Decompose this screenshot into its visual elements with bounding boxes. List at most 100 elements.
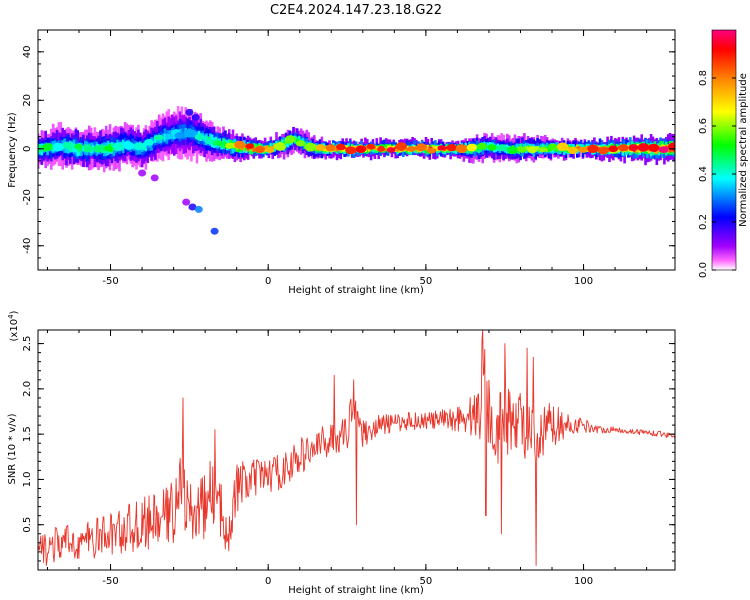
- y-tick-label: 1.5: [22, 426, 33, 442]
- spectrogram-blob: [547, 143, 558, 151]
- spectrogram-blob: [567, 147, 578, 154]
- colorbar-gradient: [711, 29, 737, 271]
- snr-ylabel: SNR (10 * v/v): [7, 413, 18, 484]
- spectrogram-blob: [416, 143, 427, 152]
- spectrogram-cell: [271, 146, 274, 150]
- spectrogram-cell: [576, 146, 579, 150]
- spectrogram-cell: [375, 148, 379, 151]
- spectrogram-cell: [525, 146, 528, 151]
- spectrogram-blob: [466, 143, 478, 152]
- y-tick-label: 20: [22, 94, 33, 107]
- spectrogram-blob: [597, 147, 609, 155]
- spectrogram-cell: [252, 148, 256, 152]
- spectrogram-cell: [212, 140, 216, 146]
- spectrogram-cell: [82, 145, 85, 152]
- spectrogram-cell: [144, 142, 148, 151]
- spectrogram-cell: [566, 147, 570, 151]
- x-tick-label: 0: [265, 576, 271, 587]
- spectrogram-blob: [455, 144, 468, 154]
- spectrogram-blob: [377, 146, 386, 152]
- y-tick-label: 2.5: [22, 336, 33, 352]
- spectrogram-blob: [234, 140, 246, 149]
- spectrogram-cell: [243, 144, 246, 152]
- spectrogram-cell: [366, 147, 369, 150]
- spectrogram-cell: [173, 129, 176, 140]
- x-tick-label: 50: [420, 276, 433, 287]
- spectrogram-blob: [366, 143, 376, 150]
- spectrogram-blob: [42, 143, 54, 151]
- spectrogram-blob: [315, 144, 326, 151]
- spectrogram-cell: [74, 146, 78, 153]
- snr-panel: -50 0 50 100 0.5 1.0 1.5 2.0 2.5 Height of strai…: [7, 310, 676, 596]
- spectrogram-cell: [475, 146, 479, 151]
- spectrogram-blob: [93, 145, 104, 153]
- spectrogram-blob: [477, 142, 487, 150]
- spectrogram-cell: [627, 145, 630, 150]
- x-tick-label: 50: [420, 576, 433, 587]
- spectrogram-cell: [585, 146, 589, 150]
- spectrogram-blob: [487, 144, 497, 151]
- spectrogram-point: [182, 198, 191, 206]
- spectrogram-blob: [52, 142, 64, 152]
- spectrogram-cell: [335, 148, 339, 152]
- spectrogram-blob: [637, 143, 650, 152]
- spectrogram-point: [210, 227, 219, 235]
- colorbar-axes: 0.0 0.2 0.4 0.6 0.8: [698, 70, 736, 278]
- spectrogram-blob: [274, 142, 286, 151]
- spectrogram-cell: [246, 147, 250, 151]
- spectrogram-blob: [245, 143, 255, 149]
- spectrogram-blob: [174, 132, 185, 139]
- x-tick-label: 100: [574, 576, 593, 587]
- spectrogram-cell: [263, 146, 267, 150]
- x-tick-label: 0: [265, 276, 271, 287]
- spectrogram-cell: [394, 146, 397, 149]
- spectrogram-blob: [427, 148, 436, 154]
- y-tick-label: 0.5: [22, 517, 33, 533]
- spectrogram-blob: [668, 142, 675, 151]
- spectrogram-cell: [70, 146, 74, 152]
- spectrogram-blob: [527, 146, 538, 154]
- spectrogram-cell: [394, 146, 397, 153]
- spectrogram-point: [188, 203, 197, 211]
- spectrogram-blob: [183, 128, 196, 138]
- spectrogram-cell: [428, 146, 432, 150]
- spectrogram-blob: [407, 146, 416, 152]
- x-tick-label: -50: [102, 576, 118, 587]
- spectrogram-blob: [154, 134, 164, 141]
- spectrogram-cell: [103, 145, 106, 153]
- spectrogram-cell: [436, 147, 439, 151]
- spectrogram-image: [38, 106, 675, 235]
- spectrogram-cell: [506, 146, 509, 151]
- spectrogram-cell: [252, 144, 256, 151]
- snr-axes: -50 0 50 100 0.5 1.0 1.5 2.0 2.5: [22, 330, 675, 587]
- spectrogram-blob: [194, 133, 205, 141]
- spectrogram-point: [138, 169, 147, 177]
- spectrogram-blob: [437, 145, 446, 151]
- spectrogram-point: [191, 113, 200, 121]
- spectrogram-ylabel: Frequency (Hz): [7, 112, 18, 188]
- spectrogram-cell: [269, 146, 273, 150]
- spectrogram-blob: [123, 141, 135, 150]
- spectrogram-cell: [405, 148, 409, 151]
- spectrogram-blob: [355, 145, 367, 153]
- spectrogram-cell: [296, 138, 299, 144]
- spectrogram-blob: [395, 142, 407, 151]
- spectrogram-blob: [295, 140, 305, 147]
- spectrogram-blob: [215, 140, 224, 147]
- spectrogram-blob: [538, 147, 547, 153]
- spectrogram-blob: [164, 133, 174, 140]
- spectrogram-blob: [618, 144, 629, 152]
- spectrogram-cell: [384, 148, 388, 152]
- y-tick-label: 1.0: [22, 471, 33, 487]
- snr-multiplier: (x104): [7, 310, 20, 341]
- spectrogram-cell: [72, 143, 76, 152]
- spectrogram-axes: -50 0 50 100 -40 -20 0 20 40: [22, 30, 675, 287]
- spectrogram-cell: [434, 146, 437, 152]
- spectrogram-cell: [443, 148, 447, 152]
- spectrogram-blob: [112, 142, 125, 151]
- spectrogram-cell: [373, 146, 377, 150]
- spectrogram-blob: [83, 145, 94, 153]
- spectrogram-blob: [325, 144, 336, 152]
- colorbar: 0.0 0.2 0.4 0.6 0.8 Normalized spectral ampl…: [698, 29, 749, 278]
